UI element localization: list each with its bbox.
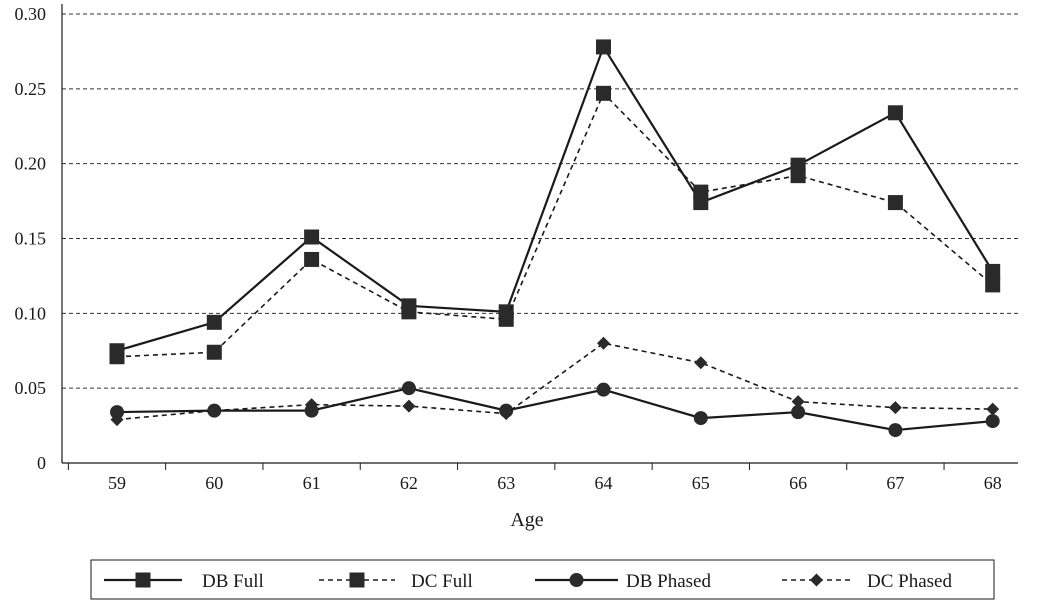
series-dc-phased (110, 336, 1000, 427)
y-tick-label: 0 (37, 453, 46, 473)
data-point-dc-phased (888, 401, 902, 415)
legend-item-dc-phased: DC Phased (782, 571, 952, 592)
grid-layer (62, 13, 1018, 389)
legend-label: DB Full (202, 571, 264, 592)
x-tick-label: 59 (108, 473, 126, 493)
data-point-dc-phased (110, 413, 124, 427)
series-line-db-full (116, 44, 994, 352)
data-point-dc-phased (791, 395, 805, 409)
data-point-dc-full (596, 85, 611, 101)
y-tick-label: 0.05 (15, 378, 47, 398)
legend-label: DB Phased (626, 571, 711, 592)
series-line-dc-full (116, 91, 994, 358)
data-point-dc-full (498, 311, 514, 327)
legend-marker-square (349, 572, 365, 588)
data-point-dc-phased (597, 336, 610, 350)
x-tick-label: 68 (984, 473, 1002, 493)
data-point-db-full (887, 105, 903, 121)
data-point-db-phased (888, 423, 903, 438)
series-line-dc-phased (116, 342, 993, 421)
legend: DB Full DC Full DB Phased DC Phased (90, 559, 995, 600)
legend-item-dc-full: DC Full (319, 571, 473, 592)
data-point-db-phased (596, 382, 611, 397)
data-point-dc-full (401, 304, 417, 320)
data-point-db-full (206, 314, 222, 330)
data-point-dc-phased (986, 402, 1000, 416)
y-tick-label: 0.15 (15, 229, 47, 249)
data-point-dc-phased (305, 398, 319, 412)
data-point-db-phased (791, 405, 806, 420)
data-point-db-phased (985, 414, 1000, 429)
x-tick-label: 60 (205, 473, 223, 493)
legend-marker-circle (569, 573, 584, 587)
data-point-dc-full (985, 277, 1001, 293)
data-point-db-phased (110, 405, 124, 420)
y-tick-label: 0.20 (15, 154, 47, 174)
x-tick-label: 65 (692, 473, 710, 493)
legend-marker-diamond (810, 573, 823, 587)
x-tick-label: 61 (303, 473, 321, 493)
data-point-dc-full (206, 344, 222, 360)
data-point-dc-phased (207, 404, 221, 418)
y-tick-label: 0.30 (15, 4, 47, 24)
data-point-db-phased (693, 411, 708, 426)
series-db-phased (110, 381, 1000, 438)
axes-layer: 0 0.05 0.10 0.15 0.20 0.25 0.30 59 60 61 62 63 64 65 6… (15, 4, 1018, 531)
x-tick-label: 62 (400, 473, 418, 493)
series-db-full (109, 39, 1001, 359)
data-point-db-full (304, 229, 320, 245)
legend-marker-square (135, 572, 151, 588)
x-tick-label: 63 (497, 473, 515, 493)
data-point-dc-full (304, 251, 320, 267)
data-point-dc-full (887, 195, 903, 211)
data-point-dc-phased (499, 407, 513, 421)
data-point-db-phased (401, 381, 416, 396)
series-layer (109, 39, 1001, 438)
y-tick-label: 0.25 (15, 79, 47, 99)
data-point-db-full (596, 39, 611, 55)
data-point-dc-full (109, 349, 125, 365)
legend-label: DC Full (411, 571, 473, 592)
data-point-dc-full (693, 184, 709, 200)
legend-label: DC Phased (867, 571, 952, 592)
x-tick-label: 66 (789, 473, 807, 493)
series-dc-full (109, 85, 1001, 365)
x-tick-label: 67 (886, 473, 904, 493)
x-axis-title: Age (510, 509, 543, 531)
series-line-db-phased (116, 387, 993, 432)
x-tick-label: 64 (595, 473, 613, 493)
data-point-dc-phased (402, 399, 416, 413)
data-point-db-full (985, 263, 1001, 279)
legend-item-db-phased: DB Phased (535, 571, 711, 592)
y-tick-label: 0.10 (15, 303, 47, 323)
legend-item-db-full: DB Full (104, 571, 264, 592)
data-point-dc-full (790, 168, 806, 184)
data-point-dc-phased (694, 356, 708, 370)
